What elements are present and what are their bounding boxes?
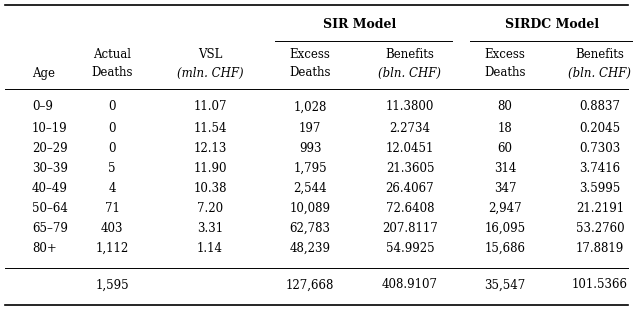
Text: 60: 60 <box>498 141 513 154</box>
Text: 403: 403 <box>101 222 123 234</box>
Text: 30–39: 30–39 <box>32 162 68 174</box>
Text: 207.8117: 207.8117 <box>382 222 438 234</box>
Text: 80+: 80+ <box>32 242 57 255</box>
Text: SIRDC Model: SIRDC Model <box>505 18 599 32</box>
Text: 65–79: 65–79 <box>32 222 68 234</box>
Text: 17.8819: 17.8819 <box>576 242 624 255</box>
Text: 54.9925: 54.9925 <box>385 242 434 255</box>
Text: 1.14: 1.14 <box>197 242 223 255</box>
Text: 21.3605: 21.3605 <box>385 162 434 174</box>
Text: Actual: Actual <box>93 48 131 61</box>
Text: 18: 18 <box>498 121 512 134</box>
Text: 15,686: 15,686 <box>484 242 525 255</box>
Text: Deaths: Deaths <box>484 67 526 79</box>
Text: 35,547: 35,547 <box>484 278 525 291</box>
Text: 0: 0 <box>108 121 116 134</box>
Text: 3.5995: 3.5995 <box>579 182 620 194</box>
Text: 0: 0 <box>108 141 116 154</box>
Text: 7.20: 7.20 <box>197 202 223 214</box>
Text: 0.2045: 0.2045 <box>579 121 620 134</box>
Text: 127,668: 127,668 <box>286 278 334 291</box>
Text: 1,795: 1,795 <box>293 162 327 174</box>
Text: 314: 314 <box>494 162 516 174</box>
Text: (bln. CHF): (bln. CHF) <box>568 67 632 79</box>
Text: (bln. CHF): (bln. CHF) <box>379 67 441 79</box>
Text: 10.38: 10.38 <box>193 182 227 194</box>
Text: 1,595: 1,595 <box>95 278 128 291</box>
Text: 347: 347 <box>494 182 517 194</box>
Text: 0: 0 <box>108 100 116 113</box>
Text: 53.2760: 53.2760 <box>575 222 624 234</box>
Text: 12.13: 12.13 <box>193 141 227 154</box>
Text: 71: 71 <box>104 202 120 214</box>
Text: Benefits: Benefits <box>385 48 434 61</box>
Text: 3.31: 3.31 <box>197 222 223 234</box>
Text: Benefits: Benefits <box>575 48 624 61</box>
Text: 4: 4 <box>108 182 116 194</box>
Text: 72.6408: 72.6408 <box>385 202 434 214</box>
Text: 993: 993 <box>299 141 322 154</box>
Text: 11.90: 11.90 <box>193 162 227 174</box>
Text: 101.5366: 101.5366 <box>572 278 628 291</box>
Text: 11.07: 11.07 <box>193 100 227 113</box>
Text: VSL: VSL <box>197 48 222 61</box>
Text: 10,089: 10,089 <box>289 202 330 214</box>
Text: 0.7303: 0.7303 <box>579 141 620 154</box>
Text: 62,783: 62,783 <box>289 222 330 234</box>
Text: Age: Age <box>32 67 55 79</box>
Text: 2,947: 2,947 <box>488 202 522 214</box>
Text: 3.7416: 3.7416 <box>579 162 620 174</box>
Text: 0–9: 0–9 <box>32 100 53 113</box>
Text: 0.8837: 0.8837 <box>579 100 620 113</box>
Text: 10–19: 10–19 <box>32 121 68 134</box>
Text: Deaths: Deaths <box>289 67 331 79</box>
Text: Excess: Excess <box>485 48 525 61</box>
Text: 11.54: 11.54 <box>193 121 227 134</box>
Text: 40–49: 40–49 <box>32 182 68 194</box>
Text: 1,028: 1,028 <box>293 100 327 113</box>
Text: 5: 5 <box>108 162 116 174</box>
Text: 1,112: 1,112 <box>96 242 128 255</box>
Text: 197: 197 <box>299 121 321 134</box>
Text: 11.3800: 11.3800 <box>385 100 434 113</box>
Text: 12.0451: 12.0451 <box>385 141 434 154</box>
Text: 408.9107: 408.9107 <box>382 278 438 291</box>
Text: SIR Model: SIR Model <box>323 18 397 32</box>
Text: 48,239: 48,239 <box>289 242 330 255</box>
Text: 50–64: 50–64 <box>32 202 68 214</box>
Text: 20–29: 20–29 <box>32 141 68 154</box>
Text: Excess: Excess <box>289 48 330 61</box>
Text: Deaths: Deaths <box>91 67 133 79</box>
Text: 80: 80 <box>498 100 513 113</box>
Text: (mln. CHF): (mln. CHF) <box>177 67 243 79</box>
Text: 21.2191: 21.2191 <box>576 202 624 214</box>
Text: 26.4067: 26.4067 <box>385 182 434 194</box>
Text: 16,095: 16,095 <box>484 222 525 234</box>
Text: 2.2734: 2.2734 <box>389 121 430 134</box>
Text: 2,544: 2,544 <box>293 182 327 194</box>
